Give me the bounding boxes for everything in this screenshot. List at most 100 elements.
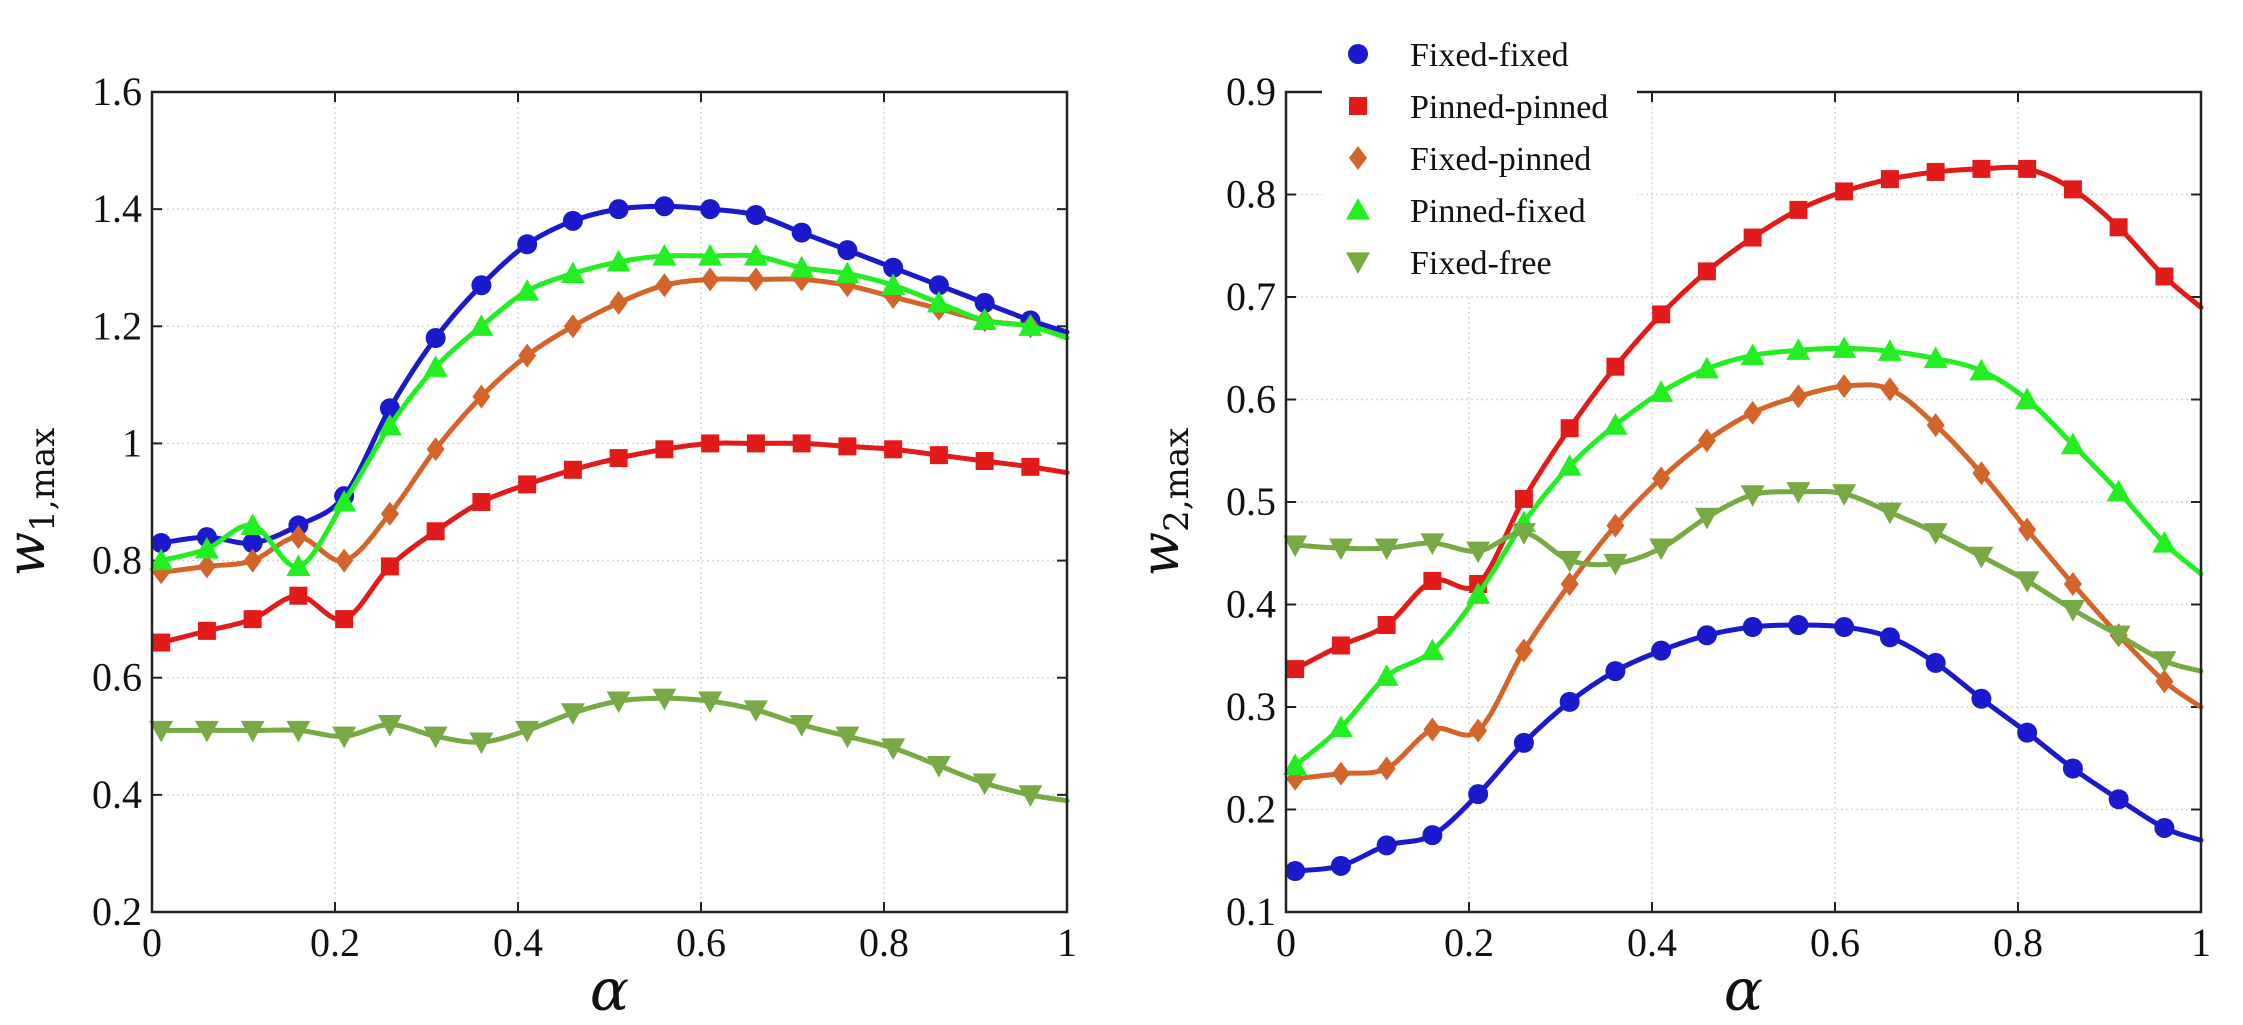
- data-point: [152, 633, 171, 652]
- data-point: [1740, 485, 1765, 507]
- data-point: [243, 610, 262, 629]
- series-fixed-pinned: [152, 267, 1070, 585]
- x-tick-label: 0.4: [1627, 920, 1677, 965]
- data-point: [1649, 380, 1674, 402]
- data-point: [655, 440, 674, 459]
- y-tick-label: 0.3: [1226, 684, 1276, 729]
- legend: Fixed-fixed Pinned-pinned Fixed-pinned Pinn…: [1322, 22, 1637, 294]
- data-point: [1283, 535, 1308, 558]
- y-tick-label: 0.1: [1226, 889, 1276, 934]
- data-point: [194, 720, 219, 743]
- legend-label: Fixed-free: [1410, 245, 1552, 282]
- data-point: [606, 249, 631, 272]
- gridlines: [151, 91, 1068, 913]
- data-point: [1559, 691, 1580, 712]
- data-point: [1420, 533, 1445, 555]
- data-point: [1603, 553, 1628, 576]
- data-point: [2152, 531, 2177, 553]
- data-point: [426, 437, 445, 462]
- legend-label: Fixed-pinned: [1410, 141, 1591, 178]
- data-point: [1835, 182, 1854, 201]
- data-point: [1652, 466, 1671, 491]
- data-point: [884, 440, 903, 459]
- series-fixed-fixed: [151, 196, 1070, 553]
- x-tick-label: 0.8: [859, 920, 909, 965]
- series-pinned-pinned: [152, 434, 1070, 652]
- data-point: [1969, 546, 1994, 569]
- data-point: [1788, 615, 1809, 635]
- data-point: [1330, 855, 1351, 876]
- data-point: [883, 257, 904, 278]
- x-axis-label: α: [1724, 956, 1763, 1024]
- chart-left: 0 0.2 0.4 0.6 0.8 10.20.40.60.811.21.41.6αw1,…: [0, 69, 1077, 1024]
- data-point: [1423, 717, 1442, 742]
- data-point: [789, 714, 814, 737]
- data-point: [2018, 517, 2037, 542]
- series-line: [158, 695, 1070, 804]
- data-point: [197, 554, 216, 579]
- data-point: [1651, 640, 1672, 661]
- x-tick-label: 0.6: [1810, 920, 1860, 965]
- data-point: [1835, 374, 1854, 399]
- data-point: [700, 199, 721, 220]
- data-point: [1649, 538, 1674, 561]
- data-point: [1786, 482, 1811, 504]
- data-point: [1018, 785, 1043, 807]
- x-tick-label: 0.8: [1993, 920, 2043, 965]
- data-point: [2063, 572, 2082, 596]
- data-point: [1832, 336, 1857, 358]
- data-point: [563, 460, 582, 479]
- data-point: [515, 720, 540, 743]
- data-point: [1697, 262, 1716, 281]
- legend-marker: [1348, 44, 1368, 64]
- data-point: [2106, 479, 2131, 502]
- data-point: [197, 621, 216, 640]
- data-point: [2060, 432, 2085, 455]
- y-tick-label: 0.4: [1226, 582, 1276, 627]
- data-point: [835, 726, 860, 749]
- data-point: [698, 244, 723, 266]
- data-point: [655, 273, 674, 298]
- data-point: [1877, 502, 1902, 525]
- legend-marker: [1346, 198, 1370, 220]
- data-point: [838, 437, 857, 456]
- data-point: [701, 434, 720, 453]
- data-point: [789, 255, 814, 278]
- data-point: [2155, 669, 2174, 694]
- data-point: [881, 738, 906, 760]
- data-point: [1377, 756, 1396, 781]
- data-point: [1376, 835, 1397, 856]
- data-point: [2018, 159, 2037, 178]
- data-point: [560, 261, 585, 284]
- data-point: [1469, 718, 1488, 743]
- data-point: [2060, 600, 2085, 622]
- data-point: [1468, 784, 1489, 805]
- data-point: [1926, 162, 1945, 181]
- data-point: [1513, 732, 1534, 753]
- data-point: [1880, 170, 1899, 189]
- data-point: [286, 554, 311, 577]
- data-point: [242, 533, 263, 553]
- data-point: [1789, 200, 1808, 219]
- data-point: [1694, 507, 1719, 530]
- data-point: [471, 275, 492, 296]
- x-tick-label: 1: [2191, 920, 2211, 965]
- legend-entry: Pinned-pinned: [1349, 89, 1608, 126]
- data-point: [652, 688, 677, 711]
- y-axis-label: w1,max: [0, 428, 63, 577]
- data-point: [926, 290, 951, 313]
- plot-frame: [1284, 90, 2203, 914]
- legend-entry: Fixed-pinned: [1349, 141, 1591, 178]
- data-point: [2152, 651, 2177, 673]
- data-point: [1423, 571, 1442, 590]
- data-point: [423, 726, 448, 749]
- data-point: [380, 501, 399, 526]
- y-tick-label: 1.2: [92, 303, 142, 348]
- legend-marker: [1349, 146, 1367, 170]
- data-point: [1018, 314, 1043, 336]
- data-point: [423, 355, 448, 377]
- y-tick-label: 0.5: [1226, 479, 1276, 524]
- data-point: [745, 205, 766, 225]
- series-line: [1292, 164, 2204, 672]
